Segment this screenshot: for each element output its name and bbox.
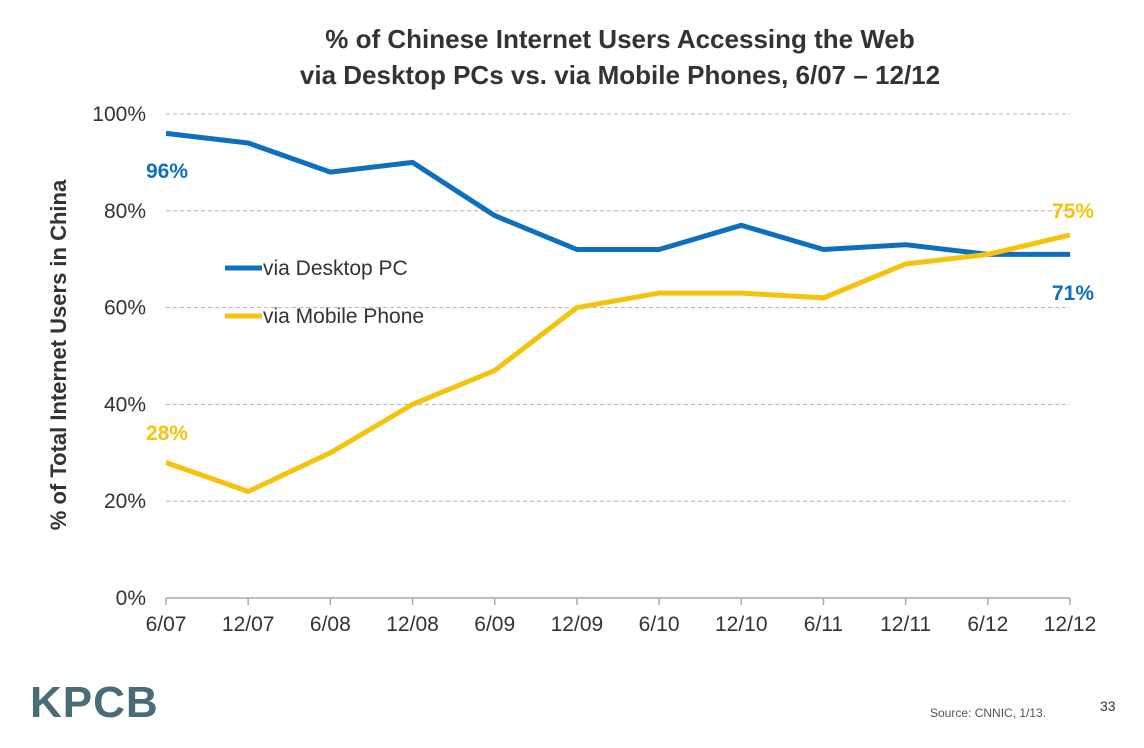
axis-layer: 0% 20% 40% 60% 80% 100% 6/07 12/07 6/08 12/08 6/09… (92, 103, 1096, 636)
y-tick-label: 20% (104, 490, 146, 513)
page-number: 33 (1100, 698, 1116, 714)
source-note: Source: CNNIC, 1/13. (930, 706, 1047, 720)
legend-label: via Desktop PC (263, 257, 408, 280)
chart-title-line-1: % of Chinese Internet Users Accessing th… (325, 24, 915, 54)
x-tick-label: 12/07 (222, 613, 275, 636)
y-tick-label: 80% (104, 200, 146, 223)
x-tick-label: 12/12 (1044, 613, 1097, 636)
series-layer (165, 130, 1071, 494)
x-tick-label: 6/11 (804, 613, 843, 636)
desktop-start-label: 96% (146, 160, 188, 183)
x-tick-label: 6/12 (967, 613, 1008, 636)
x-tick-label: 12/08 (386, 613, 439, 636)
chart-title-line-2: via Desktop PCs vs. via Mobile Phones, 6… (299, 60, 941, 90)
y-tick-label: 60% (104, 297, 146, 320)
x-tick-label: 6/08 (310, 613, 351, 636)
x-tick-label: 12/09 (551, 613, 604, 636)
x-tick-label: 12/11 (880, 613, 931, 636)
series-line-desktop (165, 130, 1070, 257)
y-tick-label: 0% (116, 587, 146, 610)
series-line-mobile (165, 232, 1071, 494)
data-labels: 96% 71% 28% 75% (146, 160, 1094, 445)
mobile-start-label: 28% (146, 422, 188, 445)
kpcb-logo: KPCB (30, 678, 159, 727)
x-tick-label: 12/10 (715, 613, 768, 636)
grid-layer (166, 113, 1070, 502)
mobile-end-label: 75% (1052, 200, 1094, 223)
y-axis-label: % of Total Internet Users in China (46, 179, 71, 530)
legend: via Desktop PC via Mobile Phone (225, 257, 424, 328)
legend-label: via Mobile Phone (263, 305, 424, 328)
desktop-end-label: 71% (1052, 282, 1094, 305)
y-tick-label: 100% (92, 103, 146, 126)
y-tick-label: 40% (104, 393, 146, 416)
x-tick-label: 6/09 (474, 613, 515, 636)
x-tick-label: 6/10 (639, 613, 680, 636)
x-tick-label: 6/07 (146, 613, 187, 636)
